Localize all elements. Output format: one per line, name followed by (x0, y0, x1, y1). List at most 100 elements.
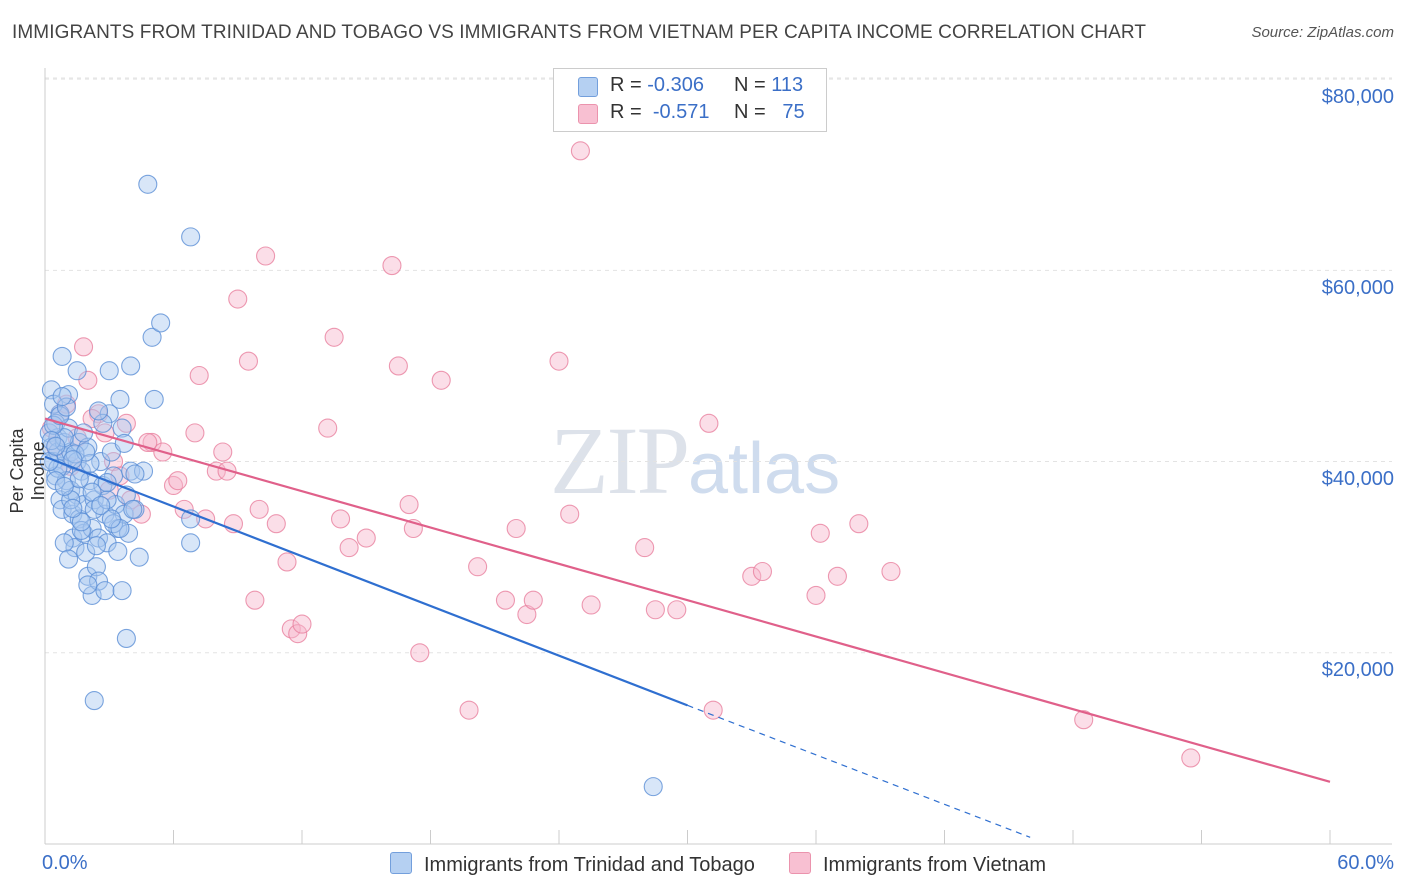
legend-swatch-vietnam (578, 104, 598, 124)
r-value: -0.306 (647, 74, 704, 96)
vietnam-point (213, 442, 233, 462)
correlation-legend: R = -0.306 N = 113 R = -0.571 N = 75 (553, 68, 827, 132)
legend-swatch-trinidad (578, 77, 598, 97)
vietnam-point (560, 504, 580, 524)
vietnam-point (1181, 748, 1201, 768)
legend-n-trinidad: N = 113 (734, 74, 803, 97)
trinidad-point (82, 585, 102, 605)
trinidad-point (125, 464, 145, 484)
trinidad-point (76, 542, 96, 562)
trinidad-point (88, 571, 109, 591)
vietnam-point (410, 643, 430, 663)
trinidad-point (46, 436, 66, 456)
r-label: R = (610, 74, 642, 96)
trinidad-point (84, 691, 104, 711)
n-label: N = (734, 101, 766, 123)
vietnam-point (667, 600, 687, 620)
trinidad-point (121, 356, 141, 376)
trinidad-point (123, 499, 143, 519)
n-value: 75 (782, 101, 805, 123)
chart-title: IMMIGRANTS FROM TRINIDAD AND TOBAGO VS I… (12, 22, 1147, 43)
vietnam-point (431, 370, 451, 390)
trinidad-point (82, 482, 102, 502)
legend-r-vietnam: R = -0.571 (610, 101, 710, 124)
vietnam-point (168, 471, 188, 491)
trinidad-point (151, 313, 171, 333)
vietnam-point (288, 624, 308, 644)
trinidad-point (129, 547, 149, 567)
vietnam-point (645, 600, 665, 620)
trinidad-point (181, 533, 201, 553)
vietnam-point (330, 509, 351, 529)
vietnam-point (635, 538, 655, 558)
trinidad-point (101, 509, 121, 529)
trinidad-point (59, 385, 79, 405)
trinidad-point (69, 509, 89, 529)
x-tick-max: 60.0% (1337, 852, 1394, 874)
vietnam-point (581, 595, 601, 615)
bottom-legend-trinidad: Immigrants from Trinidad and Tobago (390, 852, 755, 877)
watermark: ZIPatlas (550, 405, 840, 516)
watermark-zip: ZIP (550, 407, 690, 514)
y-tick-20000: $20,000 (1321, 659, 1394, 681)
vietnam-point (318, 418, 338, 438)
vietnam-point (517, 604, 537, 625)
trinidad-point (52, 346, 72, 366)
n-label: N = (734, 74, 766, 96)
vietnam-point (292, 614, 312, 634)
vietnam-point (356, 528, 376, 548)
vietnam-point (699, 413, 719, 433)
vietnam-point (468, 557, 488, 577)
trinidad-point (91, 495, 111, 516)
vietnam-point (339, 538, 359, 558)
y-tick-40000: $40,000 (1321, 468, 1394, 490)
vietnam-points (41, 141, 1201, 768)
bottom-legend-swatch-vietnam (789, 852, 811, 874)
trinidad-point (54, 533, 74, 553)
trinidad-point (86, 557, 106, 577)
bottom-legend-label-trinidad: Immigrants from Trinidad and Tobago (424, 854, 755, 876)
trinidad-point (63, 498, 83, 518)
trend-lines (44, 417, 1331, 838)
y-tick-80000: $80,000 (1321, 86, 1394, 108)
vietnam-point (1074, 710, 1094, 730)
trinidad-point (112, 418, 132, 438)
vietnam-point (388, 356, 408, 376)
vietnam-point (249, 499, 269, 519)
trinidad-point (99, 404, 119, 424)
vietnam-point (506, 518, 526, 539)
vietnam-point (570, 141, 590, 161)
watermark-atlas: atlas (688, 429, 841, 509)
trinidad-point (95, 581, 115, 601)
vietnam-point (256, 246, 276, 266)
trinidad-point (108, 541, 128, 561)
axes (44, 68, 1392, 845)
trinidad-point (86, 536, 106, 556)
source-credit: Source: ZipAtlas.com (1251, 24, 1394, 41)
vietnam-point (742, 566, 762, 586)
vietnam-point (806, 585, 826, 605)
trinidad-point (181, 227, 201, 247)
trinidad-point (144, 389, 164, 409)
vietnam-trend-line (44, 417, 1331, 783)
vietnam-point (78, 370, 98, 390)
vietnam-point (277, 552, 297, 572)
x-tick-min: 0.0% (42, 852, 88, 874)
trinidad-point (112, 581, 132, 601)
trinidad-point (116, 628, 136, 648)
trinidad-point (59, 549, 79, 569)
bottom-legend-swatch-trinidad (390, 852, 412, 874)
legend-r-trinidad: R = -0.306 (610, 74, 704, 97)
trinidad-point (88, 401, 109, 421)
vietnam-point (849, 514, 869, 534)
vietnam-point (238, 351, 259, 371)
trinidad-trend-extension (687, 704, 1031, 838)
n-value: 113 (771, 74, 804, 96)
vietnam-point (752, 561, 773, 582)
trinidad-point (93, 413, 113, 433)
vietnam-point (703, 700, 723, 720)
vietnam-point (185, 423, 205, 443)
y-axis-label: Per Capita Income (7, 428, 48, 514)
trinidad-point (52, 386, 72, 407)
